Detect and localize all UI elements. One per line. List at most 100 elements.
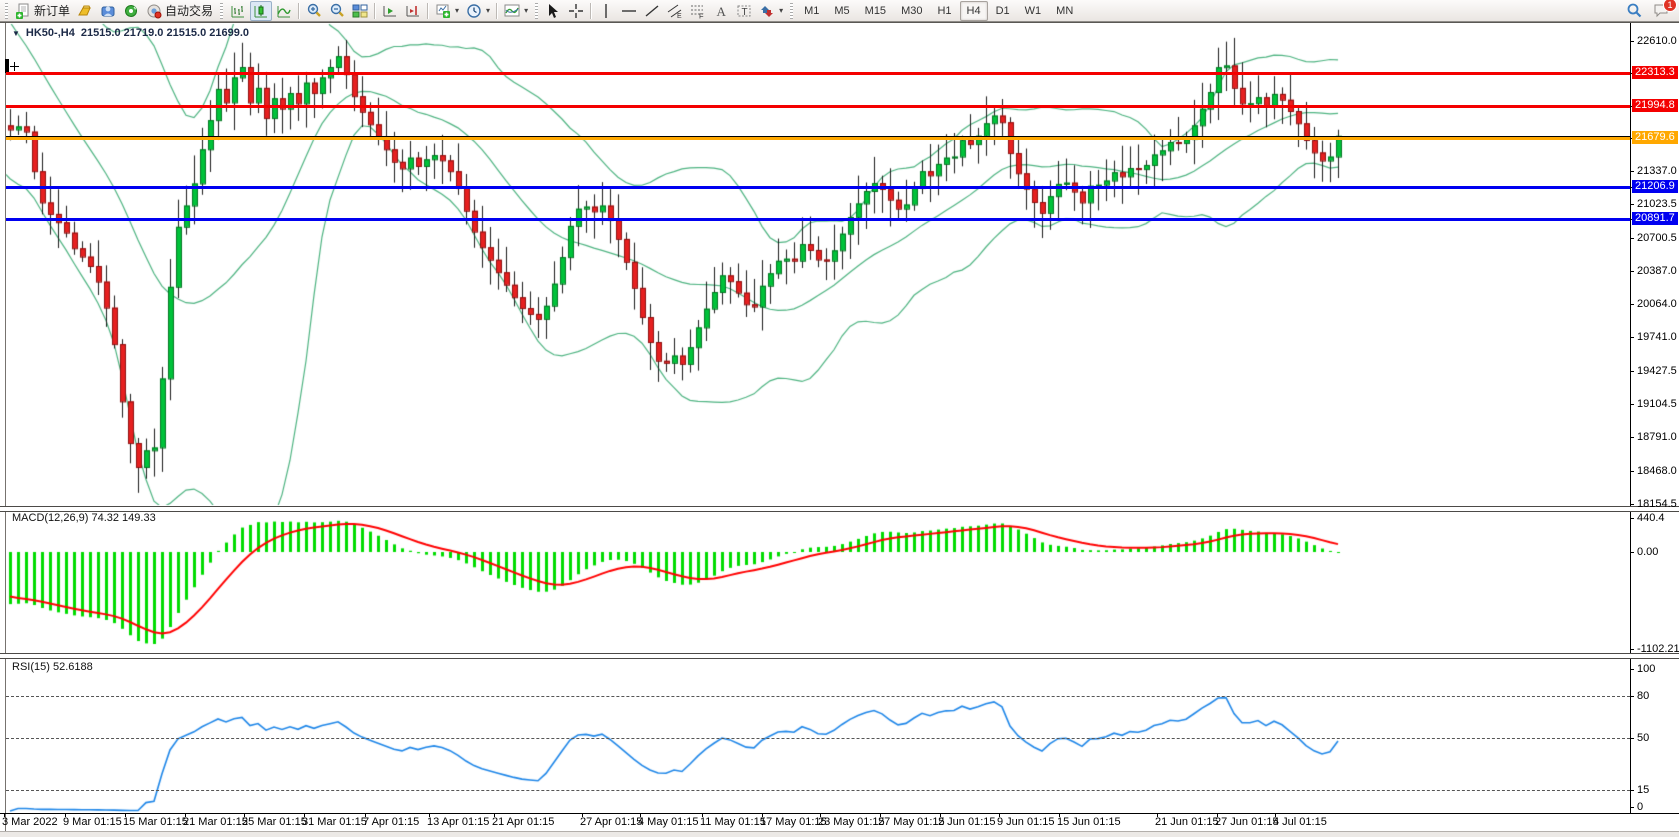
svg-text:F: F: [699, 11, 704, 19]
candlestick-mode-button[interactable]: [250, 0, 273, 21]
chart-shift-button[interactable]: [402, 1, 424, 21]
horizontal-line-tool-button[interactable]: [618, 1, 640, 21]
cursor-tool-button[interactable]: [542, 1, 564, 21]
chart-canvas[interactable]: [0, 23, 1679, 837]
date-axis-label[interactable]: 27 Apr 01:15: [580, 816, 643, 828]
timeframe-button-m30[interactable]: M30: [901, 4, 923, 17]
date-axis-tick: [429, 813, 430, 817]
zoom-in-button[interactable]: [303, 1, 325, 21]
horizontal-level-line[interactable]: [6, 218, 1630, 221]
signals-button[interactable]: [120, 1, 142, 21]
date-axis-label[interactable]: 7 Apr 01:15: [363, 816, 420, 828]
date-axis-label[interactable]: 21 Mar 01:15: [183, 816, 248, 828]
indicators-button[interactable]: ▾: [501, 1, 531, 21]
date-axis-label[interactable]: 11 May 01:15: [700, 816, 766, 828]
date-axis-label[interactable]: 31 Mar 01:15: [302, 816, 367, 828]
toolbar-drag-handle[interactable]: [5, 2, 8, 19]
gold-icon: [77, 3, 93, 19]
macd-panel-splitter[interactable]: [0, 506, 1679, 512]
price-axis-tick: [1630, 204, 1634, 205]
bar-chart-mode-button[interactable]: [227, 1, 249, 21]
price-axis-label: 20700.5: [1637, 232, 1677, 244]
price-axis-tick: [1630, 504, 1634, 505]
price-axis-tick: [1630, 437, 1634, 438]
price-axis-label: 19741.0: [1637, 331, 1677, 343]
new-chart-button[interactable]: ▾: [432, 1, 462, 21]
crosshair-tool-button[interactable]: [565, 1, 587, 21]
zoom-in-icon: [306, 3, 322, 19]
price-axis-tick: [1630, 304, 1634, 305]
chevron-down-icon[interactable]: ▼: [12, 28, 20, 38]
gold-button[interactable]: [74, 1, 96, 21]
horizontal-level-line[interactable]: [6, 186, 1630, 189]
tile-windows-button[interactable]: [349, 1, 371, 21]
date-axis-label[interactable]: 4 Jul 01:15: [1273, 816, 1327, 828]
price-axis-tick: [1630, 238, 1634, 239]
date-axis-label[interactable]: 21 Jun 01:15: [1155, 816, 1219, 828]
date-axis-label[interactable]: 4 May 01:15: [638, 816, 699, 828]
date-axis-label[interactable]: 23 May 01:15: [818, 816, 885, 828]
date-axis-label[interactable]: 9 Mar 01:15: [63, 816, 122, 828]
trendline-tool-button[interactable]: [641, 1, 663, 21]
date-axis-label[interactable]: 25 Mar 01:15: [242, 816, 307, 828]
date-axis-label[interactable]: 2 Jun 01:15: [938, 816, 996, 828]
date-axis-label[interactable]: 27 Jun 01:15: [1215, 816, 1279, 828]
toolbar-drag-handle[interactable]: [790, 2, 794, 19]
timeframe-button-h1[interactable]: H1: [937, 4, 952, 17]
auto-scroll-button[interactable]: [379, 1, 401, 21]
price-axis-tick: [1630, 171, 1634, 172]
svg-text:T: T: [742, 7, 748, 18]
auto-trading-button[interactable]: 自动交易: [143, 1, 216, 21]
clock-icon: [466, 3, 482, 19]
horizontal-level-line[interactable]: [6, 72, 1630, 75]
text-tool-button[interactable]: A: [710, 1, 732, 21]
community-button[interactable]: [97, 1, 119, 21]
horizontal-level-line[interactable]: [6, 105, 1630, 108]
timeframe-button-h4[interactable]: H4: [959, 0, 988, 21]
object-anchor[interactable]: [14, 62, 15, 71]
date-axis-label[interactable]: 9 Jun 01:15: [997, 816, 1055, 828]
channel-tool-button[interactable]: E: [664, 1, 686, 21]
search-button[interactable]: [1623, 1, 1646, 21]
date-axis-tick: [1059, 813, 1060, 817]
notifications-button[interactable]: 1: [1650, 0, 1677, 21]
timeframe-button-mn[interactable]: MN: [1056, 4, 1074, 17]
date-axis-label[interactable]: 15 Mar 01:15: [123, 816, 188, 828]
toolbar-drag-handle[interactable]: [535, 2, 539, 19]
date-axis-label[interactable]: 15 Jun 01:15: [1057, 816, 1121, 828]
cursor-icon: [545, 3, 561, 19]
horizontal-level-line[interactable]: [6, 137, 1630, 140]
line-chart-mode-button[interactable]: [273, 1, 295, 21]
chart-title: ▼ HK50-,H4 21515.0 21719.0 21515.0 21699…: [12, 27, 249, 39]
fibonacci-tool-button[interactable]: F: [687, 1, 709, 21]
timeframe-button-m15[interactable]: M15: [864, 4, 887, 17]
rsi-panel-splitter[interactable]: [0, 653, 1679, 659]
chart-symbol-period: HK50-,H4: [25, 27, 75, 39]
fibonacci-icon: F: [690, 3, 706, 19]
text-label-tool-button[interactable]: T: [733, 1, 755, 21]
periods-button[interactable]: ▾: [463, 1, 493, 21]
vertical-line-tool-button[interactable]: [595, 1, 617, 21]
arrows-tool-button[interactable]: ▾: [756, 1, 786, 21]
date-axis-tick: [494, 813, 495, 817]
timeframe-button-d1[interactable]: D1: [995, 4, 1010, 17]
date-axis-label[interactable]: 17 May 01:15: [760, 816, 827, 828]
crosshair-icon: [568, 3, 584, 19]
date-axis-label[interactable]: 27 May 01:15: [878, 816, 945, 828]
date-axis-tick: [1157, 813, 1158, 817]
new-order-button[interactable]: 新订单: [12, 1, 73, 21]
date-axis-label[interactable]: 21 Apr 01:15: [492, 816, 555, 828]
date-axis-label[interactable]: 13 Apr 01:15: [427, 816, 490, 828]
timeframe-button-m1[interactable]: M1: [804, 4, 820, 17]
macd-axis-tick: [1630, 649, 1634, 650]
horizontal-level-line[interactable]: [6, 136, 1630, 137]
date-axis-label[interactable]: 3 Mar 2022: [2, 816, 58, 828]
text-icon: A: [713, 3, 729, 19]
timeframe-button-m5[interactable]: M5: [834, 4, 850, 17]
timeframe-button-w1[interactable]: W1: [1024, 4, 1042, 17]
zoom-out-button[interactable]: [326, 1, 348, 21]
community-icon: [100, 3, 116, 19]
object-anchor[interactable]: [5, 59, 9, 73]
toolbar-drag-handle[interactable]: [220, 2, 224, 19]
